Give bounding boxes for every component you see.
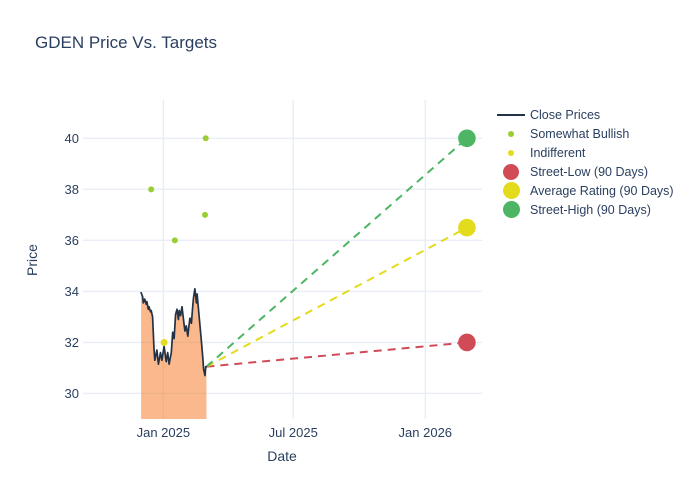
y-tick-label: 30 [65,386,79,401]
rating-dot-somewhat-bullish[interactable] [202,135,209,142]
rating-dot-somewhat-bullish[interactable] [201,211,208,218]
close-prices-line[interactable] [140,287,208,377]
y-axis-title: Price [24,244,40,276]
legend-marker [502,201,520,218]
target-circle-street-high-90-days-[interactable] [458,129,476,148]
x-axis-title: Date [267,448,297,464]
legend-item-label: Average Rating (90 Days) [530,183,674,198]
legend-dot-swatch [494,201,528,218]
y-tick-label: 32 [65,335,79,350]
rating-dot-somewhat-bullish[interactable] [171,237,178,244]
legend-item-label: Indifferent [530,145,586,160]
legend-dot-swatch [494,182,528,199]
x-tick-label: Jul 2025 [269,425,318,440]
rating-dot-somewhat-bullish[interactable] [148,186,155,193]
target-projection-line-average-rating-90-days-[interactable] [205,226,468,368]
legend-marker [503,163,519,180]
y-tick-label: 38 [65,182,79,197]
legend-item-indifferent[interactable]: Indifferent [494,143,674,162]
legend-marker [508,149,514,156]
legend-item-close-prices[interactable]: Close Prices [494,105,674,124]
legend-marker [497,113,525,116]
legend-item-label: Somewhat Bullish [530,126,630,141]
legend-dot-swatch [494,163,528,180]
y-tick-label: 40 [65,131,79,146]
legend-item-somewhat-bullish[interactable]: Somewhat Bullish [494,124,674,143]
target-projection-line-street-high-90-days-[interactable] [205,137,468,368]
legend-item-street-high-90-days-[interactable]: Street-High (90 Days) [494,200,674,219]
x-tick-label: Jan 2026 [399,425,453,440]
legend-item-label: Street-High (90 Days) [530,202,651,217]
target-projection-line-street-low-90-days-[interactable] [206,341,468,368]
y-tick-label: 34 [65,284,79,299]
legend: Close Prices Somewhat Bullish Indifferent S… [494,105,674,219]
rating-dot-indifferent[interactable] [160,338,168,346]
x-tick-label: Jan 2025 [137,425,191,440]
target-circle-street-low-90-days-[interactable] [458,333,476,352]
chart-title: GDEN Price Vs. Targets [35,33,218,52]
close-prices-area [141,288,207,419]
legend-marker [508,130,514,137]
legend-item-average-rating-90-days-[interactable]: Average Rating (90 Days) [494,181,674,200]
legend-item-street-low-90-days-[interactable]: Street-Low (90 Days) [494,162,674,181]
legend-line-swatch [494,113,528,116]
legend-item-label: Close Prices [530,107,601,122]
legend-marker [502,182,520,199]
legend-item-label: Street-Low (90 Days) [530,164,649,179]
target-circle-average-rating-90-days-[interactable] [458,218,476,237]
y-tick-label: 36 [65,233,79,248]
legend-dot-swatch [494,149,528,156]
legend-dot-swatch [494,130,528,137]
